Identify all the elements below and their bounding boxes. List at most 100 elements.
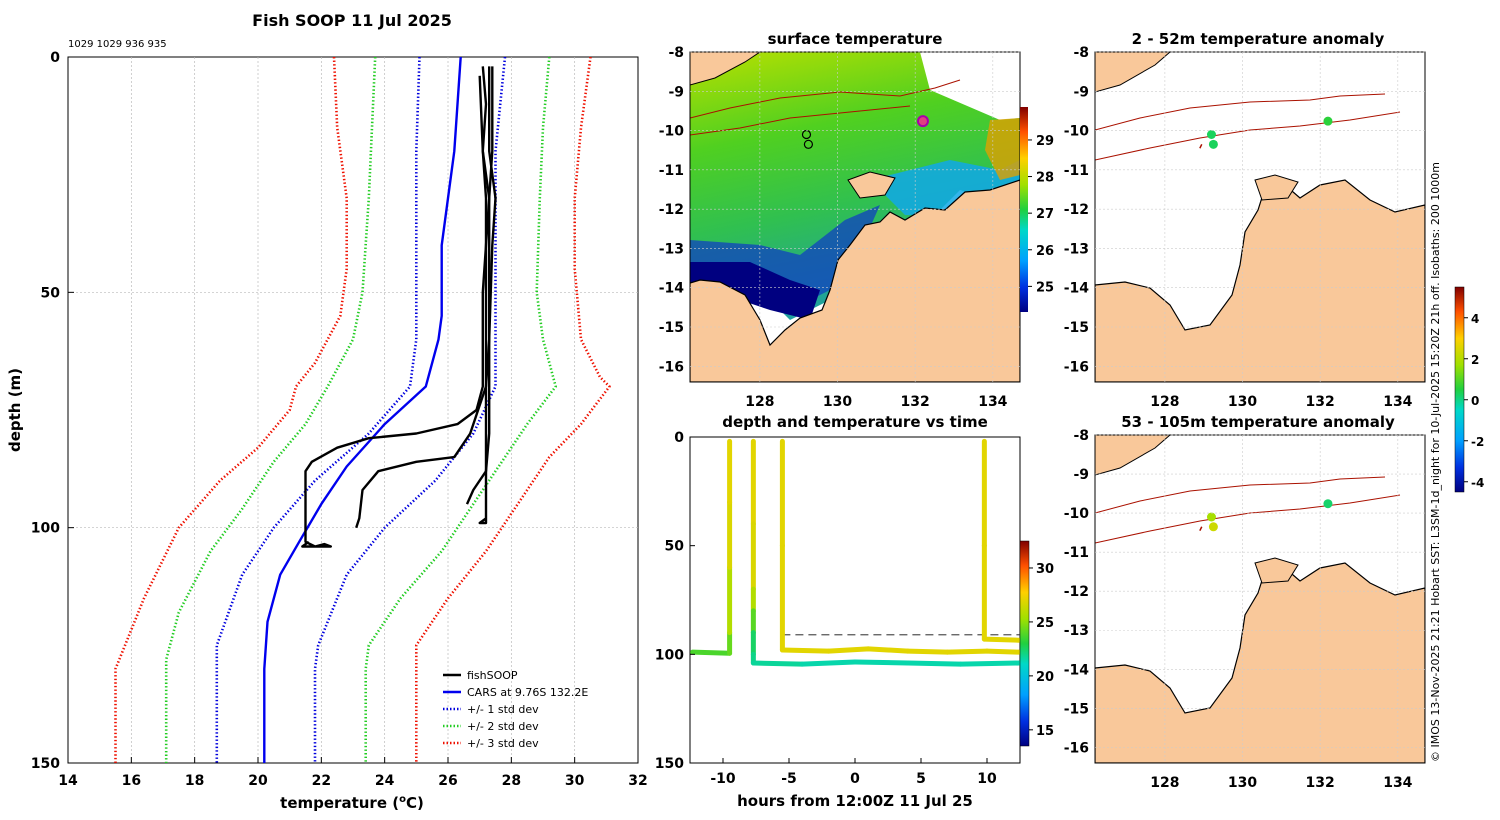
timeplot-ytick-label: 50 <box>665 539 685 555</box>
sst-cbar-label: 29 <box>1036 134 1054 149</box>
sst-station-marker <box>916 115 929 128</box>
legend-std3: +/- 3 std dev <box>467 737 539 750</box>
profile-xtick-label: 30 <box>565 773 585 789</box>
timeplot-cast-2-segment <box>984 648 1022 655</box>
map-lat-label: -11 <box>1064 545 1089 561</box>
profile-series-3 <box>364 56 558 763</box>
profile-series-10 <box>478 75 488 525</box>
map-lat-label: -14 <box>1064 281 1090 297</box>
profile-series-7 <box>301 66 491 548</box>
profile-series-1 <box>313 56 507 763</box>
timeplot-title: depth and temperature vs time <box>722 413 988 431</box>
anomaly-cbar-label: 0 <box>1471 394 1479 408</box>
timeplot-panel: depth and temperature vs time -10 -5 0 5 100… <box>655 413 1054 810</box>
timeplot-ytick-label: 0 <box>674 430 684 446</box>
sst-island <box>847 171 896 199</box>
timeplot-xtick-label: -5 <box>781 771 797 787</box>
timeplot-cast-3-segment <box>981 636 1022 643</box>
timeplot-cast-2-segment <box>905 648 950 655</box>
anomaly-colorbar <box>1454 286 1465 493</box>
anom1-land-south <box>1095 179 1425 382</box>
profile-xlabel: temperature (oC) <box>280 794 424 812</box>
map-lat-label: -8 <box>668 45 684 61</box>
anom1-isobath-1000 <box>1095 93 1386 131</box>
anom2-title: 53 - 105m temperature anomaly <box>1121 413 1395 431</box>
side-credit-text: © IMOS 13-Nov-2025 21:21 Hobart SST: L3S… <box>1429 162 1442 762</box>
anomaly-cbar-label: 4 <box>1471 312 1479 326</box>
map-lat-label: -16 <box>1064 740 1089 756</box>
map-lat-label: -9 <box>1073 467 1089 483</box>
map-lon-label: 130 <box>823 394 852 410</box>
profile-panel: Fish SOOP 11 Jul 2025 1029 1029 936 935 … <box>6 11 648 812</box>
timeplot-xtick-label: 0 <box>850 771 860 787</box>
map-lat-label: -16 <box>659 359 684 375</box>
profile-series-9 <box>465 66 494 505</box>
profile-legend: fishSOOP CARS at 9.76S 132.2E +/- 1 std … <box>443 669 588 750</box>
timeplot-cast-2-segment <box>826 646 871 654</box>
timeplot-cast-2-segment <box>865 646 911 654</box>
anom2-land-south <box>1095 562 1425 763</box>
timeplot-area <box>689 436 1021 764</box>
anom2-points <box>1199 499 1333 532</box>
profile-series-4 <box>164 56 377 763</box>
map-lat-label: -12 <box>1064 202 1089 218</box>
sst-station-marker <box>803 139 814 149</box>
timeplot-cbar-label: 25 <box>1036 616 1054 631</box>
anomaly-colorbar-ticks: 4 2 0 -2 -4 <box>1464 312 1484 490</box>
anom2-isobath-200 <box>1095 494 1401 544</box>
map-lon-label: 128 <box>1150 394 1179 410</box>
map-lat-label: -15 <box>1064 320 1089 336</box>
anom1-land-north <box>1095 52 1171 93</box>
sst-axis-ticks: -8 -9 -10 -11 -12 -13 -14 -15 -16 128 130 132 134 <box>659 45 1020 410</box>
anomaly-reef-mark <box>1199 526 1203 532</box>
timeplot-xtick-label: -10 <box>710 771 736 787</box>
sst-cold-water <box>690 262 820 320</box>
sst-stations <box>801 115 929 149</box>
anomaly-marker <box>1208 522 1218 532</box>
map-lat-label: -11 <box>1064 163 1089 179</box>
map-lat-label: -12 <box>659 202 684 218</box>
anom2-island <box>1254 557 1299 584</box>
profile-ids: 1029 1029 936 935 <box>68 39 167 50</box>
timeplot-ytick-label: 100 <box>655 647 684 663</box>
map-lat-label: -15 <box>659 320 684 336</box>
timeplot-cast-2-segment <box>944 648 990 655</box>
profile-xtick-label: 26 <box>438 773 457 789</box>
anomaly-reef-mark <box>1199 143 1203 149</box>
timeplot-cast-1-segment <box>852 659 911 666</box>
anomaly-cbar-label: 2 <box>1471 353 1479 367</box>
profile-ticks: 14 16 18 20 22 24 26 28 30 32 0 50 100 150 <box>31 50 648 789</box>
timeplot-cast-2-segment <box>779 647 832 654</box>
anom1-panel: 2 - 52m temperature anomaly -8 -9 -10 -11 -1… <box>1064 30 1426 410</box>
timeplot-colorbar <box>1019 540 1030 747</box>
legend-cars: CARS at 9.76S 132.2E <box>467 686 588 699</box>
profile-ytick-label: 100 <box>31 521 60 537</box>
profile-series-5 <box>414 56 611 763</box>
anom2-map <box>1095 435 1425 763</box>
anom1-island <box>1254 174 1299 201</box>
map-lon-label: 130 <box>1228 775 1257 791</box>
timeplot-cast-0-segment <box>690 649 733 656</box>
legend-fish: fishSOOP <box>467 669 518 682</box>
map-lon-label: 132 <box>1306 394 1335 410</box>
map-lon-label: 134 <box>1383 394 1412 410</box>
map-lat-label: -14 <box>659 281 685 297</box>
anom1-points <box>1199 116 1333 149</box>
anom2-land-north <box>1095 435 1171 476</box>
map-lat-label: -12 <box>1064 584 1089 600</box>
anomaly-marker <box>1323 116 1333 126</box>
map-lat-label: -8 <box>1073 428 1089 444</box>
sst-cbar-label: 25 <box>1036 280 1054 295</box>
sst-colorbar <box>1020 107 1028 312</box>
profile-xtick-label: 16 <box>122 773 141 789</box>
timeplot-xtick-label: 5 <box>916 771 926 787</box>
legend-std2: +/- 2 std dev <box>467 720 539 733</box>
profile-plot-area <box>67 56 639 764</box>
anomaly-marker <box>1323 499 1333 509</box>
map-lat-label: -8 <box>1073 45 1089 61</box>
map-lat-label: -11 <box>659 163 684 179</box>
sst-isobath-1000 <box>690 79 961 119</box>
map-lon-label: 134 <box>1383 775 1412 791</box>
map-lon-label: 130 <box>1228 394 1257 410</box>
